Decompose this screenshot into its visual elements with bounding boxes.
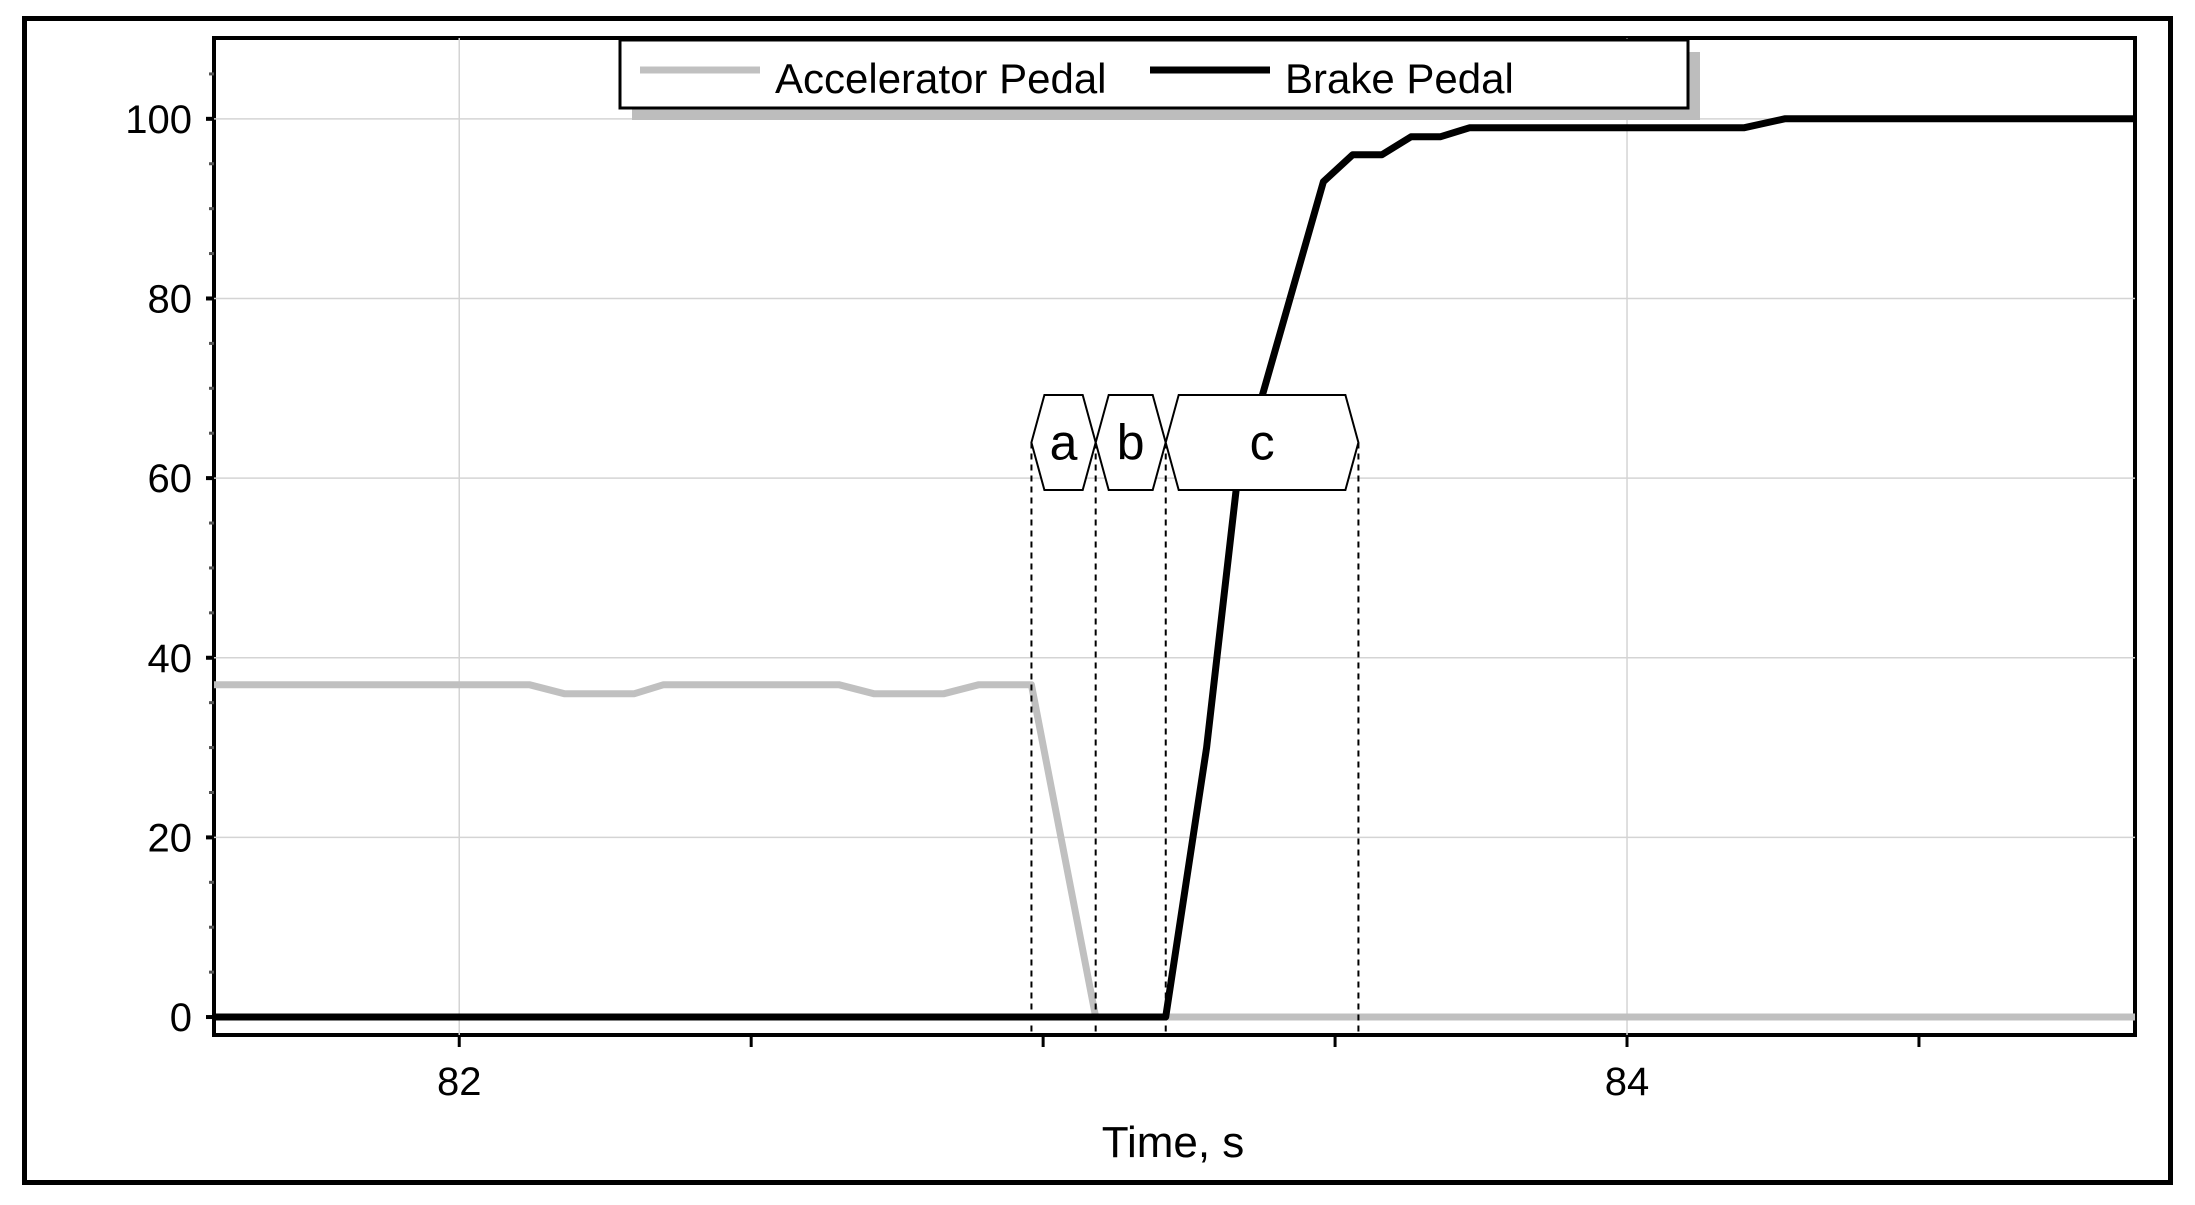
legend: Accelerator Pedal Brake Pedal: [618, 38, 1700, 120]
accelerator-pedal-line: [214, 681, 2135, 1021]
legend-label: Brake Pedal: [1285, 55, 1514, 102]
legend-box: [618, 38, 1690, 110]
x-tick-label: 82: [437, 1060, 482, 1104]
legend-label: Accelerator Pedal: [775, 55, 1107, 102]
y-tick-label: 0: [170, 996, 192, 1040]
y-tick-label: 80: [148, 277, 193, 321]
y-tick-label: 100: [125, 98, 192, 142]
grid: [212, 36, 2137, 1037]
y-tick-label: 60: [148, 457, 193, 501]
phase-c-marker: [1164, 394, 1360, 491]
phase-a-label: a: [1050, 415, 1078, 471]
plot-area: [212, 36, 2137, 1037]
phase-b-label: b: [1117, 415, 1145, 471]
axes: 0 20 40 60 80 100 82 84: [125, 72, 1921, 1104]
x-tick-label: 84: [1605, 1060, 1650, 1104]
brake-pedal-line: [214, 115, 2135, 1021]
y-tick-label: 20: [148, 816, 193, 860]
series-lines: [214, 115, 2135, 1021]
phase-c-label: c: [1250, 415, 1275, 471]
x-axis-title: Time, s: [1102, 1118, 1245, 1167]
y-tick-label: 40: [148, 637, 193, 681]
